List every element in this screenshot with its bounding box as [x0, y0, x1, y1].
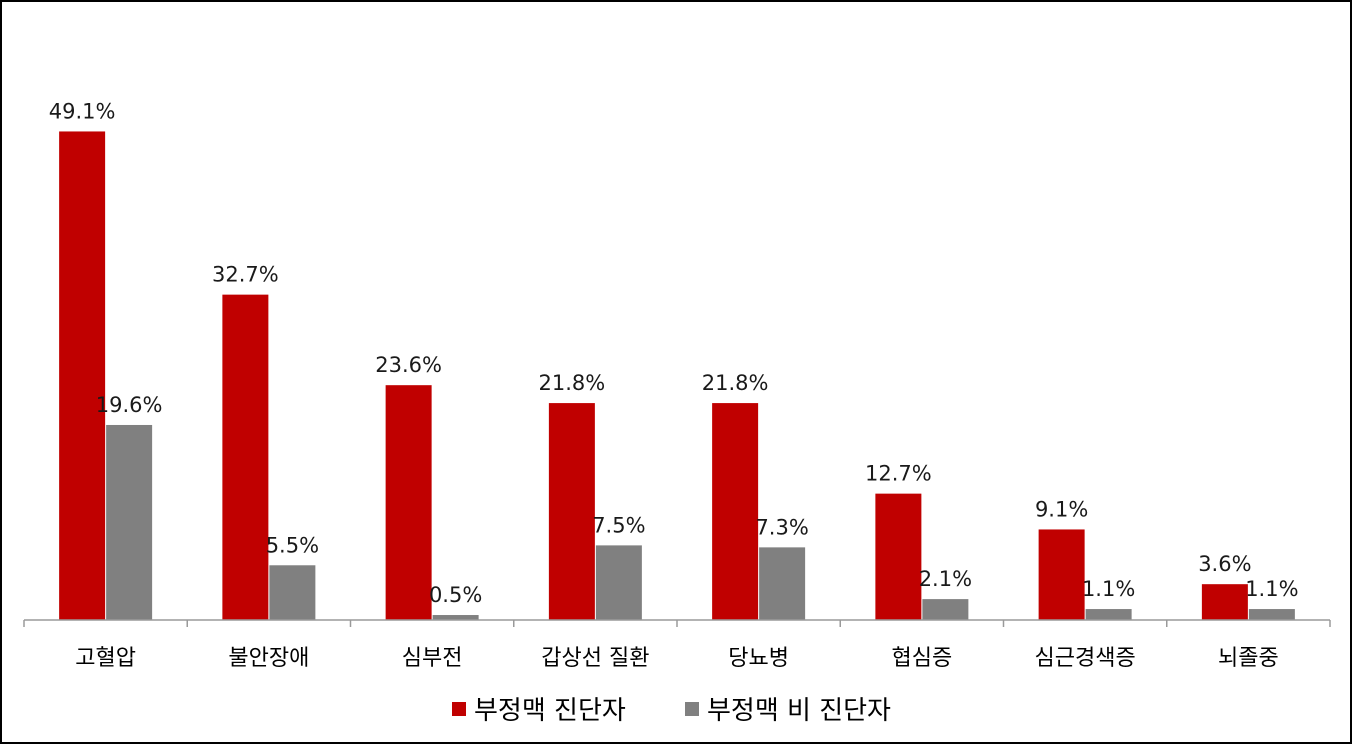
data-label: 1.1% [1245, 577, 1298, 601]
bars-layer [59, 131, 1295, 620]
legend-swatch [685, 702, 699, 716]
data-label: 2.1% [919, 567, 972, 591]
legend-label: 부정맥 비 진단자 [707, 696, 891, 726]
data-label: 5.5% [266, 533, 319, 557]
bar-diagnosed [1201, 584, 1248, 620]
data-label: 21.8% [539, 371, 606, 395]
data-label: 49.1% [49, 99, 116, 123]
x-axis-ticks [23, 620, 1331, 627]
bar-diagnosed [59, 131, 106, 620]
bar-non-diagnosed [1085, 609, 1132, 620]
x-tick-label: 협심증 [892, 646, 953, 671]
legend: 부정맥 진단자 부정맥 비 진단자 [452, 696, 891, 726]
data-label: 23.6% [375, 353, 442, 377]
x-tick-label: 뇌졸중 [1218, 646, 1279, 671]
data-label: 1.1% [1082, 577, 1135, 601]
x-tick-label: 갑상선 질환 [541, 646, 649, 671]
legend-swatch [452, 702, 466, 716]
bar-non-diagnosed [595, 545, 642, 620]
bar-non-diagnosed [432, 615, 479, 620]
data-label: 0.5% [429, 583, 482, 607]
bar-diagnosed [385, 385, 432, 620]
x-tick-label: 심근경색증 [1035, 646, 1136, 671]
x-tick-label: 고혈압 [75, 646, 136, 671]
data-labels-layer: 49.1% 19.6% 32.7% 5.5% 23.6% 0.5% 21.8% 7.5% 21.… [49, 99, 1299, 607]
bar-diagnosed [875, 493, 922, 620]
bar-non-diagnosed [106, 424, 153, 620]
data-label: 12.7% [865, 462, 932, 486]
data-label: 9.1% [1035, 497, 1088, 521]
bar-diagnosed [548, 403, 595, 620]
bar-non-diagnosed [759, 547, 806, 620]
x-tick-label: 심부전 [402, 646, 463, 671]
data-label: 21.8% [702, 371, 769, 395]
legend-label: 부정맥 진단자 [474, 696, 626, 726]
bar-non-diagnosed [922, 599, 969, 620]
data-label: 7.3% [755, 515, 808, 539]
bar-diagnosed [712, 403, 759, 620]
x-axis-tick-labels: 고혈압 불안장애 심부전 갑상선 질환 당뇨병 협심증 심근경색증 뇌졸중 [75, 646, 1278, 671]
data-label: 32.7% [212, 263, 279, 287]
bar-non-diagnosed [1248, 609, 1295, 620]
bar-non-diagnosed [269, 565, 316, 620]
x-tick-label: 당뇨병 [728, 646, 789, 671]
data-label: 3.6% [1198, 552, 1251, 576]
bar-diagnosed [1038, 529, 1085, 620]
data-label: 7.5% [592, 513, 645, 537]
bar-diagnosed [222, 294, 269, 620]
data-label: 19.6% [96, 393, 163, 417]
x-tick-label: 불안장애 [228, 646, 309, 671]
